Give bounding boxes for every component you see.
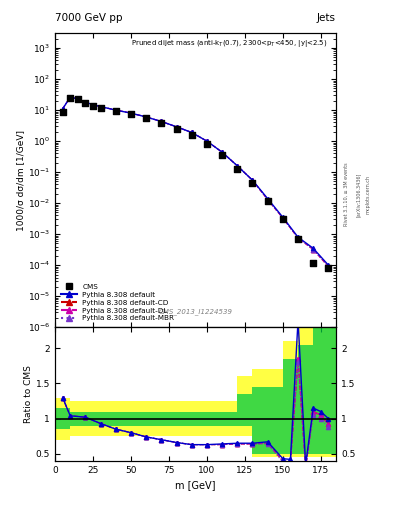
Point — [325, 264, 332, 272]
Point — [173, 125, 180, 133]
X-axis label: m [GeV]: m [GeV] — [175, 480, 216, 490]
Point — [249, 179, 255, 187]
Text: mcplots.cern.ch: mcplots.cern.ch — [365, 175, 371, 214]
Text: Rivet 3.1.10, ≥ 3M events: Rivet 3.1.10, ≥ 3M events — [344, 163, 349, 226]
Point — [67, 94, 73, 102]
Point — [128, 110, 134, 118]
Point — [59, 108, 66, 116]
Point — [204, 140, 210, 148]
Legend: CMS, Pythia 8.308 default, Pythia 8.308 default-CD, Pythia 8.308 default-DL, Pyt: CMS, Pythia 8.308 default, Pythia 8.308 … — [59, 282, 176, 324]
Point — [295, 235, 301, 243]
Y-axis label: 1000/σ dσ/dm [1/GeV]: 1000/σ dσ/dm [1/GeV] — [16, 130, 25, 231]
Point — [264, 197, 271, 205]
Point — [189, 131, 195, 139]
Point — [158, 119, 165, 127]
Point — [113, 106, 119, 115]
Text: Jets: Jets — [317, 13, 336, 23]
Point — [75, 95, 81, 103]
Text: CMS_2013_I1224539: CMS_2013_I1224539 — [158, 309, 233, 315]
Point — [310, 259, 316, 267]
Point — [234, 164, 241, 173]
Point — [97, 103, 104, 112]
Y-axis label: Ratio to CMS: Ratio to CMS — [24, 365, 33, 423]
Text: 7000 GeV pp: 7000 GeV pp — [55, 13, 123, 23]
Point — [90, 101, 96, 110]
Point — [280, 215, 286, 223]
Text: Pruned dijet mass (anti-k$_T$(0.7), 2300<p$_T$<450, |y|<2.5): Pruned dijet mass (anti-k$_T$(0.7), 2300… — [131, 38, 327, 49]
Point — [82, 99, 88, 107]
Text: [arXiv:1306.3436]: [arXiv:1306.3436] — [356, 173, 361, 217]
Point — [219, 151, 225, 159]
Point — [143, 114, 149, 122]
